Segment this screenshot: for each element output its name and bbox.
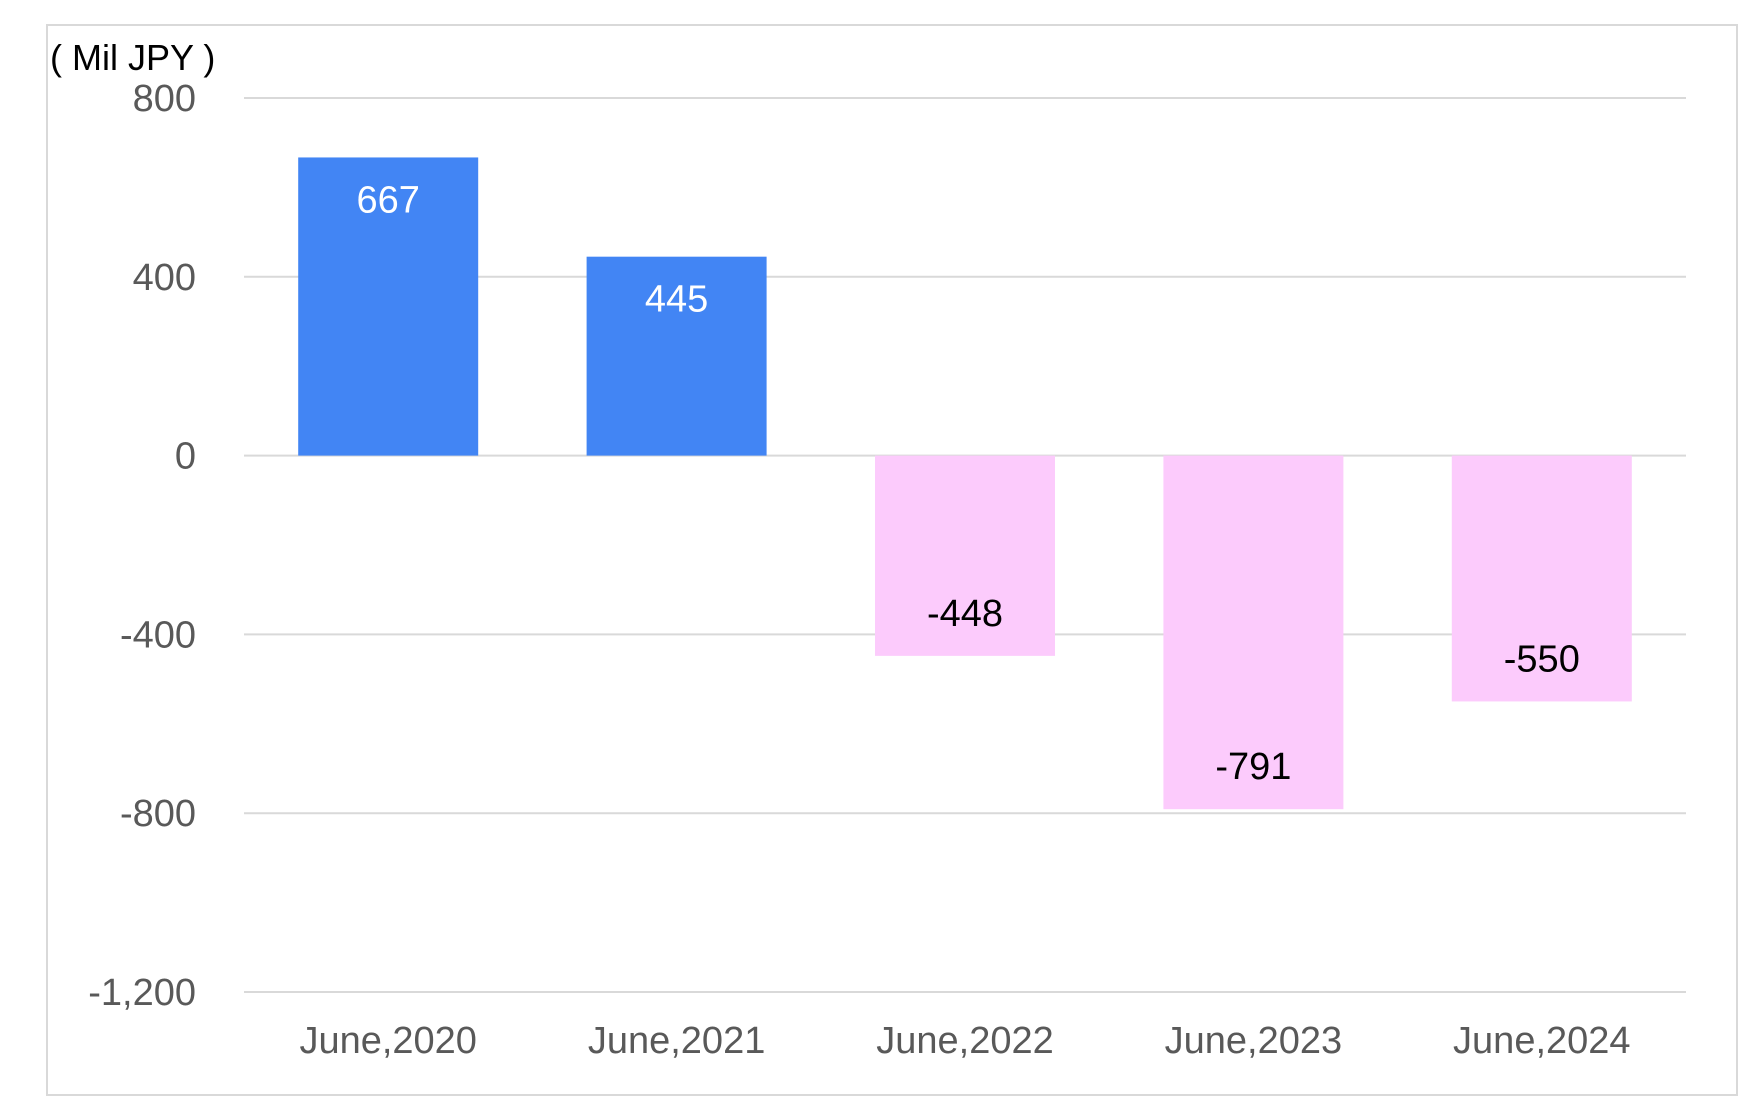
data-label: 667	[356, 179, 419, 221]
x-category-label: June,2021	[588, 1020, 766, 1062]
unit-label: ( Mil JPY )	[50, 37, 215, 78]
data-labels: 667 445 -448 -791 -550	[356, 179, 1579, 788]
data-label: -791	[1215, 746, 1291, 788]
bar	[1451, 455, 1632, 702]
y-tick-label: -1,200	[88, 972, 196, 1014]
x-axis-categories: June,2020 June,2021 June,2022 June,2023 June…	[299, 1020, 1630, 1062]
y-tick-label: 0	[175, 436, 196, 478]
y-tick-label: -800	[120, 793, 196, 835]
y-tick-label: 400	[133, 257, 196, 299]
y-tick-label: 800	[133, 78, 196, 120]
bar	[1163, 455, 1344, 810]
data-label: -550	[1504, 638, 1580, 680]
x-category-label: June,2024	[1453, 1020, 1631, 1062]
x-category-label: June,2022	[876, 1020, 1054, 1062]
bar	[875, 455, 1055, 656]
data-label: -448	[927, 593, 1003, 635]
bars	[298, 157, 1632, 810]
x-category-label: June,2020	[299, 1020, 477, 1062]
y-tick-label: -400	[120, 614, 196, 656]
gridlines	[244, 97, 1686, 993]
x-category-label: June,2023	[1165, 1020, 1343, 1062]
bar	[298, 157, 479, 456]
data-label: 445	[645, 279, 708, 321]
y-axis-ticks: 800 400 0 -400 -800 -1,200	[88, 78, 196, 1014]
bar	[586, 256, 767, 456]
